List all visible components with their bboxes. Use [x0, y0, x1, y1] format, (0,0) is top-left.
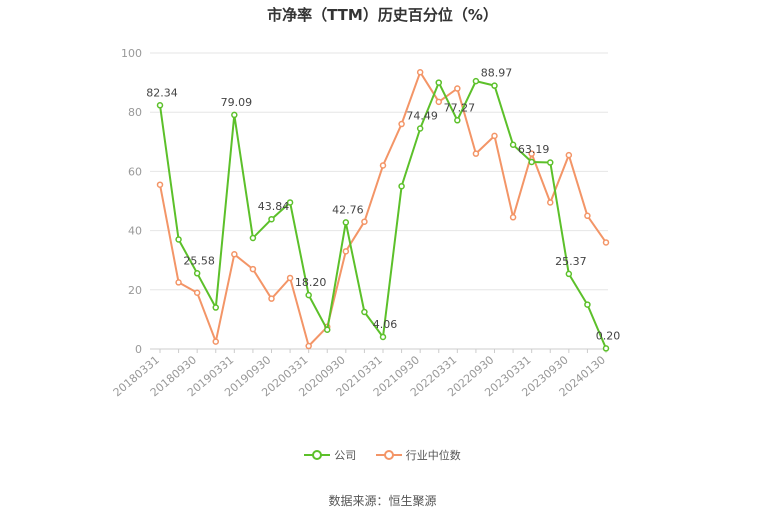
data-point-industry [379, 162, 387, 169]
data-point-company [509, 141, 517, 149]
data-point-company [454, 117, 461, 124]
data-point-industry [565, 151, 573, 159]
series-line-company [159, 80, 607, 349]
data-point-industry [472, 150, 480, 157]
legend-label-industry: 行业中位数 [405, 449, 461, 462]
data-point-industry [193, 289, 201, 297]
y-tick-label: 60 [128, 165, 142, 178]
data-point-company [249, 234, 257, 242]
data-point-industry [156, 181, 164, 188]
data-point-industry [491, 132, 498, 140]
data-point-industry [454, 85, 461, 92]
data-point-company [361, 308, 368, 316]
data-point-industry [584, 212, 591, 220]
data-point-company [528, 158, 535, 166]
data-point-company [156, 102, 164, 109]
legend-swatch-industry [375, 450, 402, 460]
data-label-company: 25.37 [555, 255, 587, 268]
data-point-industry [249, 265, 257, 273]
line-chart: 0204060801002018033120180930201903312019… [111, 47, 621, 399]
data-source-note: 数据来源：恒生聚源 [328, 494, 437, 508]
data-point-industry [268, 295, 275, 302]
data-label-company: 79.09 [221, 96, 253, 109]
data-point-industry [305, 342, 312, 350]
data-point-company [565, 270, 573, 278]
data-label-company: 88.97 [481, 67, 513, 80]
y-tick-label: 40 [128, 225, 142, 238]
data-point-company [435, 79, 442, 86]
data-point-company [416, 125, 424, 132]
data-label-company: 18.20 [295, 276, 327, 289]
data-label-company: 63.19 [518, 143, 550, 156]
data-point-company [231, 111, 238, 119]
data-point-industry [342, 248, 350, 255]
y-tick-label: 20 [128, 284, 142, 297]
data-point-company [212, 304, 219, 311]
data-point-company [379, 333, 387, 341]
data-label-company: 77.27 [444, 101, 476, 114]
data-label-company: 82.34 [146, 86, 178, 99]
data-point-company [472, 77, 480, 85]
series-line-industry [159, 71, 607, 347]
data-label-company: 43.84 [258, 200, 290, 213]
legend-item-industry[interactable]: 行业中位数 [375, 447, 461, 463]
data-point-industry [398, 120, 405, 128]
data-point-industry [231, 251, 238, 258]
legend-label-company: 公司 [334, 449, 357, 462]
legend: 公司 行业中位数 [0, 447, 765, 463]
data-point-company [193, 270, 201, 277]
data-point-company [286, 199, 294, 206]
data-point-company [602, 345, 610, 352]
data-label-company: 0.20 [596, 329, 621, 342]
data-point-company [324, 326, 331, 334]
data-label-company: 4.06 [373, 318, 398, 331]
data-point-industry [602, 239, 610, 246]
data-point-industry [416, 68, 424, 76]
data-point-company [305, 291, 312, 299]
data-point-company [175, 236, 182, 243]
data-point-industry [212, 338, 219, 345]
data-point-company [491, 82, 498, 89]
y-tick-label: 100 [121, 47, 142, 60]
data-label-layer: 82.34 25.58 79.09 43.84 18.20 42.76 4.06 74.49 7… [146, 67, 620, 343]
data-label-company: 25.58 [183, 254, 215, 267]
data-point-industry [175, 279, 182, 286]
y-tick-label: 80 [128, 106, 142, 119]
legend-item-company[interactable]: 公司 [304, 447, 356, 463]
data-point-company [398, 182, 405, 190]
axis-layer: 0204060801002018033120180930201903312019… [111, 47, 608, 399]
grid-layer [150, 52, 608, 350]
chart-title: 市净率（TTM）历史百分位（%） [267, 6, 498, 24]
data-point-company [342, 219, 350, 226]
data-point-company [584, 301, 591, 308]
series-layer [156, 68, 610, 352]
data-point-industry [509, 214, 517, 221]
y-tick-label: 0 [135, 343, 142, 356]
data-point-company [268, 215, 275, 223]
data-point-industry [435, 98, 442, 106]
data-point-company [547, 159, 554, 166]
data-point-industry [547, 199, 554, 206]
data-point-industry [286, 274, 294, 282]
legend-swatch-company [304, 450, 331, 460]
data-point-industry [361, 218, 368, 225]
data-label-company: 42.76 [332, 203, 364, 216]
data-label-company: 74.49 [406, 110, 438, 123]
data-point-industry [528, 150, 535, 157]
